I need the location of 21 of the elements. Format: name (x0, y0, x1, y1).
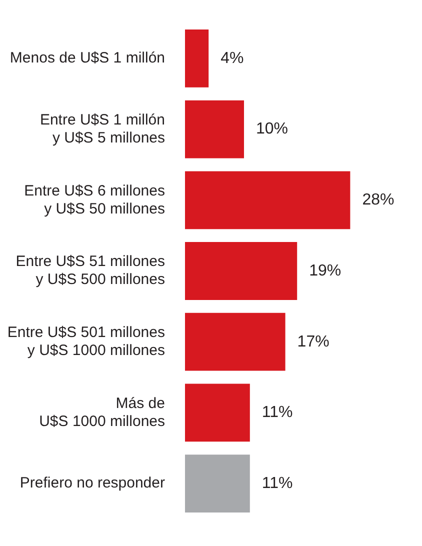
data-label: 28% (362, 192, 394, 209)
data-label: 4% (220, 50, 244, 67)
data-label: 11% (262, 474, 293, 492)
y-tick-label: Menos de U$S 1 millón (10, 50, 165, 67)
bar (185, 242, 298, 300)
y-tick-label: Entre U$S 6 millones y U$S 50 millones (24, 182, 165, 218)
data-label: 17% (297, 333, 330, 350)
y-tick-label: Prefiero no responder (20, 474, 165, 492)
bar (185, 312, 286, 371)
bar (185, 171, 350, 230)
data-label: 19% (309, 262, 342, 280)
bar (185, 29, 209, 88)
bar (185, 454, 250, 513)
y-tick-label: Entre U$S 1 millón y U$S 5 millones (40, 111, 165, 146)
bar (185, 384, 250, 442)
y-tick-label: Entre U$S 501 millones y U$S 1000 millones (7, 324, 165, 359)
y-tick-label: Más de U$S 1000 millones (39, 394, 165, 430)
data-label: 10% (256, 120, 288, 138)
data-label: 11% (262, 404, 293, 422)
bar (185, 100, 244, 158)
y-tick-label: Entre U$S 51 millones y U$S 500 millones (16, 253, 165, 288)
